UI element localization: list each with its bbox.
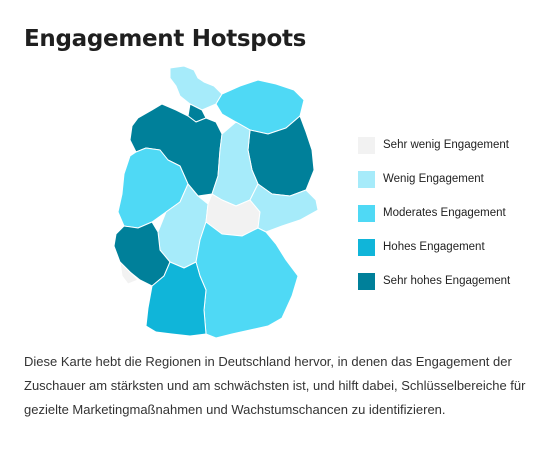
legend-swatch bbox=[358, 204, 375, 222]
map-description: Diese Karte hebt die Regionen in Deutsch… bbox=[24, 354, 526, 417]
region-schleswig-holstein[interactable] bbox=[169, 65, 223, 111]
legend-item: Hohes Engagement bbox=[358, 230, 538, 264]
legend-swatch bbox=[358, 136, 375, 154]
region-saarland[interactable] bbox=[119, 261, 139, 285]
legend-item: Moderates Engagement bbox=[358, 196, 538, 230]
legend-item: Sehr hohes Engagement bbox=[358, 264, 538, 298]
legend-swatch bbox=[358, 170, 375, 188]
germany-map bbox=[110, 62, 326, 342]
legend-swatch bbox=[358, 272, 375, 290]
legend: Sehr wenig Engagement Wenig Engagement M… bbox=[358, 128, 538, 298]
legend-label: Hohes Engagement bbox=[383, 241, 485, 253]
region-baden-wuerttemberg[interactable] bbox=[145, 261, 207, 337]
legend-label: Moderates Engagement bbox=[383, 207, 506, 219]
page-title: Engagement Hotspots bbox=[24, 26, 307, 52]
legend-item: Wenig Engagement bbox=[358, 162, 538, 196]
legend-label: Wenig Engagement bbox=[383, 173, 484, 185]
legend-label: Sehr hohes Engagement bbox=[383, 275, 511, 287]
germany-map-svg bbox=[113, 65, 319, 339]
region-bayern[interactable] bbox=[195, 221, 299, 339]
legend-item: Sehr wenig Engagement bbox=[358, 128, 538, 162]
legend-label: Sehr wenig Engagement bbox=[383, 139, 509, 151]
legend-swatch bbox=[358, 238, 375, 256]
